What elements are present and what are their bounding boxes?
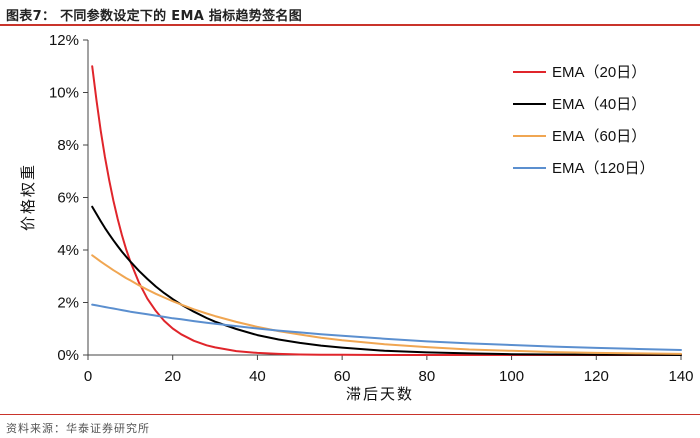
x-tick-label: 140 <box>668 368 693 385</box>
series-layer <box>91 65 682 356</box>
legend-label-4: EMA（120日） <box>552 160 655 177</box>
y-tick-label: 6% <box>57 190 79 207</box>
legend-label-1: EMA（20日） <box>552 64 646 81</box>
axes: 0% 2% 4% 6% 8% 10% 12% 0 20 40 60 80 100 120 140 <box>49 32 694 385</box>
legend-label-2: EMA（40日） <box>552 96 646 113</box>
x-tick-label: 60 <box>334 368 351 385</box>
series-line-2 <box>91 205 682 356</box>
x-tick-label: 40 <box>249 368 266 385</box>
title-rule <box>0 24 700 26</box>
x-tick-label: 80 <box>419 368 436 385</box>
source-note: 资料来源：华泰证券研究所 <box>6 422 150 435</box>
y-tick-label: 12% <box>49 32 79 49</box>
x-tick-label: 20 <box>164 368 181 385</box>
series-line-3 <box>91 254 682 355</box>
y-tick-label: 4% <box>57 242 79 259</box>
y-tick-label: 2% <box>57 295 79 312</box>
legend-label-3: EMA（60日） <box>552 128 646 145</box>
x-tick-label: 0 <box>84 368 92 385</box>
series-line-1 <box>91 65 682 356</box>
y-tick-label: 10% <box>49 85 79 102</box>
y-tick-label: 0% <box>57 347 79 364</box>
y-axis-label: 价格权重 <box>19 163 37 231</box>
figure-title: 图表7： 不同参数设定下的 EMA 指标趋势签名图 <box>6 9 303 24</box>
legend: EMA（20日） EMA（40日） EMA（60日） EMA（120日） <box>513 64 655 177</box>
source-rule <box>0 414 700 415</box>
series-line-4 <box>91 303 682 351</box>
y-tick-label: 8% <box>57 137 79 154</box>
x-tick-label: 120 <box>584 368 609 385</box>
x-axis-label: 滞后天数 <box>346 385 414 403</box>
x-tick-label: 100 <box>499 368 524 385</box>
